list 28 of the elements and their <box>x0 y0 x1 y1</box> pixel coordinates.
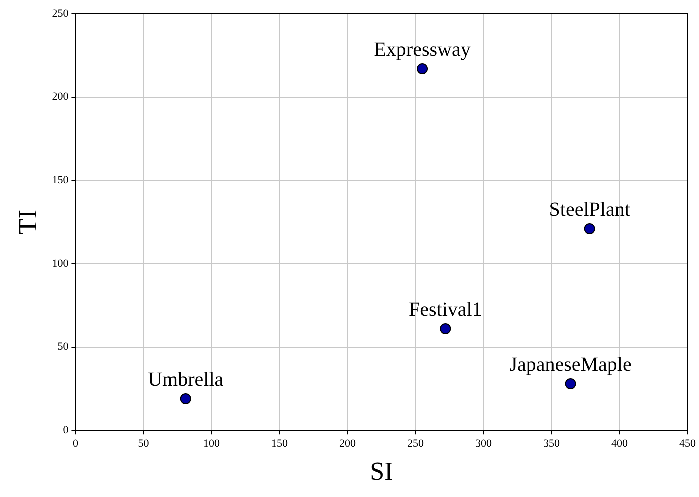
x-tick-label: 150 <box>271 438 288 450</box>
x-axis-title: SI <box>370 457 394 486</box>
x-tick-label: 0 <box>72 438 79 450</box>
annotation: SteelPlant <box>549 199 631 222</box>
point <box>440 323 452 334</box>
x-tick-label: 400 <box>611 438 628 450</box>
y-tick-label: 250 <box>52 8 70 20</box>
annotation: JapaneseMaple <box>510 354 632 376</box>
y-tick-label: 0 <box>63 424 70 436</box>
point <box>417 63 428 74</box>
annotation: Umbrella <box>148 369 224 392</box>
y-tick-label: 150 <box>52 174 70 187</box>
point <box>180 393 192 404</box>
x-tick-label: 250 <box>407 438 424 450</box>
x-tick-label: 200 <box>339 438 356 450</box>
x-tick-label: 100 <box>203 438 220 450</box>
y-tick-label: 200 <box>52 91 70 104</box>
y-tick-label: 100 <box>52 258 70 270</box>
y-tick-label: 50 <box>58 341 70 354</box>
point <box>565 378 576 390</box>
x-tick-label: 300 <box>475 438 492 450</box>
annotation: Festival1 <box>408 299 482 322</box>
x-tick-label: 350 <box>543 438 560 450</box>
point <box>584 223 596 234</box>
annotation: Expressway <box>374 39 471 62</box>
x-tick-label: 450 <box>680 438 696 450</box>
y-axis-title: TI <box>13 210 42 235</box>
x-tick-label: 50 <box>138 438 150 450</box>
